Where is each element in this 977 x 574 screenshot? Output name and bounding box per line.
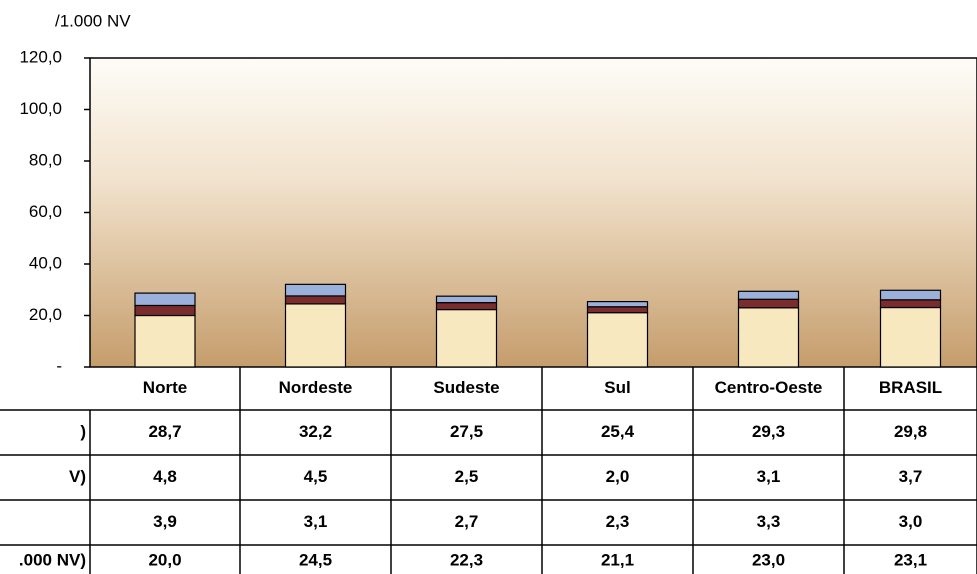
table-cell: 32,2 (299, 422, 332, 441)
y-tick-label: - (56, 356, 62, 375)
row-label: .000 NV) (19, 550, 86, 569)
plot-area (89, 57, 977, 368)
table-cell: 2,0 (606, 467, 630, 486)
bar-segment (134, 292, 196, 307)
row-label: V) (69, 467, 86, 486)
table-cell: 22,3 (450, 550, 483, 569)
bar-segment (435, 295, 498, 304)
table-cell: 3,9 (153, 512, 177, 531)
bar-segment (737, 298, 800, 309)
table-cell: 4,8 (153, 467, 177, 486)
bar-segment (435, 302, 498, 311)
bar-segment (134, 314, 196, 368)
bar-segment (284, 295, 347, 305)
table-cell: 28,7 (148, 422, 181, 441)
bar-segment (879, 289, 942, 301)
table-cell: 27,5 (450, 422, 483, 441)
x-tick-label: Sul (604, 378, 630, 397)
table-cell: 24,5 (299, 550, 332, 569)
row-label: ) (80, 422, 86, 441)
bar-segment (435, 308, 498, 368)
bar-segment (586, 306, 649, 314)
y-tick-label: 40,0 (29, 253, 62, 272)
bar-segment (737, 290, 800, 300)
y-tick-label: 60,0 (29, 202, 62, 221)
bar-segment (879, 299, 942, 309)
table-cell: 29,8 (894, 422, 927, 441)
y-tick-label: 120,0 (19, 47, 62, 66)
table-cell: 3,7 (899, 467, 923, 486)
table-cell: 2,7 (455, 512, 479, 531)
x-tick-label: Norte (143, 378, 187, 397)
table-cell: 3,3 (757, 512, 781, 531)
table-cell: 2,3 (606, 512, 630, 531)
y-tick-label: 20,0 (29, 305, 62, 324)
bar-segment (879, 306, 942, 368)
table-cell: 3,1 (304, 512, 328, 531)
table-cell: 21,1 (601, 550, 634, 569)
table-cell: 3,1 (757, 467, 781, 486)
bar-segment (284, 303, 347, 368)
table-cell: 20,0 (148, 550, 181, 569)
table-cell: 3,0 (899, 512, 923, 531)
table-cell: 29,3 (752, 422, 785, 441)
table-cell: 2,5 (455, 467, 479, 486)
table-cell: 4,5 (304, 467, 328, 486)
x-tick-label: Sudeste (433, 378, 499, 397)
y-unit: /1.000 NV (55, 11, 131, 30)
bar-segment (586, 312, 649, 368)
bar-segment (284, 283, 347, 297)
table-cell: 25,4 (601, 422, 635, 441)
table-cell: 23,0 (752, 550, 785, 569)
x-tick-label: BRASIL (879, 378, 942, 397)
bar-segment (586, 300, 649, 308)
bar-segment (134, 304, 196, 317)
x-tick-label: Centro-Oeste (715, 378, 823, 397)
y-tick-label: 100,0 (19, 99, 62, 118)
y-tick-label: 80,0 (29, 150, 62, 169)
x-tick-label: Nordeste (279, 378, 353, 397)
bar-segment (737, 307, 800, 368)
table-cell: 23,1 (894, 550, 927, 569)
